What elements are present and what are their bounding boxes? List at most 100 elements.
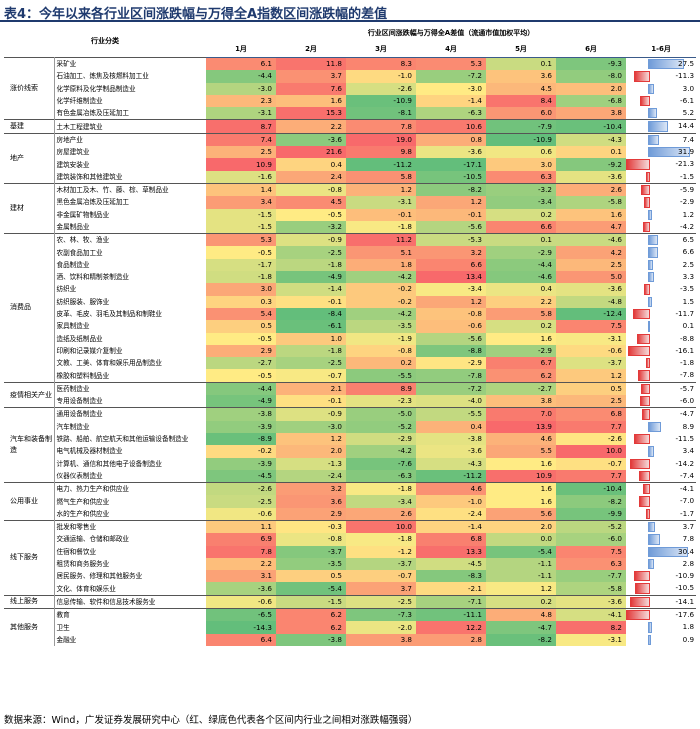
h1-bar-cell: -17.6 xyxy=(626,608,697,622)
month-value: 1.2 xyxy=(486,582,556,596)
h1-bar-cell: 3.0 xyxy=(626,83,696,95)
month-value: 6.0 xyxy=(486,107,556,120)
h1-bar-cell: 14.4 xyxy=(626,119,697,134)
month-value: 15.3 xyxy=(276,107,346,120)
h1-bar xyxy=(630,596,650,608)
month-value: -4.5 xyxy=(416,557,486,571)
h1-value: -11.3 xyxy=(675,71,695,81)
month-value: 0.2 xyxy=(486,594,556,609)
month-value: 1.6 xyxy=(276,94,346,108)
month-value: -4.2 xyxy=(346,307,416,321)
industry-name: 纺织业 xyxy=(56,285,77,294)
table-row: 印刷和记录媒介复制业 2.9 -1.8 -0.8 -8.8 -2.9 -0.6 -16.1 xyxy=(4,344,696,358)
month-value: 6.6 xyxy=(486,220,556,234)
month-value: 1.6 xyxy=(486,457,556,470)
table-row: 水的生产和供应业 -0.6 2.9 2.6 -2.4 5.6 -9.9 -1.7 xyxy=(4,507,696,521)
table-row: 计算机、通信和其他电子设备制造业 -3.9 -1.3 -7.6 -4.3 1.6 -0.7 -… xyxy=(4,457,696,470)
month-value: -1.0 xyxy=(346,70,416,83)
industry-name: 信息传输、软件和信息技术服务业 xyxy=(54,594,206,609)
month-value: 12.2 xyxy=(416,621,486,634)
h1-bar xyxy=(633,71,650,82)
month-value: 3.6 xyxy=(276,495,346,508)
h1-bar-cell: -11.7 xyxy=(626,308,696,320)
h1-value: -16.1 xyxy=(675,345,695,355)
table-row: 其他服务 教育 -6.5 6.2 -7.3 -11.1 4.8 -4.1 -17.6 xyxy=(4,608,697,646)
h1-value: 30.4 xyxy=(678,546,695,556)
month-value: -5.5 xyxy=(416,407,486,421)
month-value: -8.1 xyxy=(346,107,416,120)
month-value: 8.7 xyxy=(206,119,276,134)
h1-bar xyxy=(644,197,650,208)
month-value: 7.7 xyxy=(556,469,626,483)
month-value: -0.2 xyxy=(206,445,276,458)
h1-bar-cell: 1.8 xyxy=(626,621,696,633)
industry-name: 通用设备制造业 xyxy=(54,407,206,421)
table-row: 电气机械及器材制造业 -0.2 2.0 -4.2 -3.6 5.5 10.0 3.4 xyxy=(4,445,696,458)
table-row: 农副食品加工业 -0.5 -2.5 5.1 3.2 -2.9 4.2 6.6 xyxy=(4,246,696,259)
month-value: -4.9 xyxy=(206,395,276,408)
month-value: -0.2 xyxy=(346,283,416,296)
industry-name: 租赁和商务服务业 xyxy=(56,560,110,569)
h1-value: -14.2 xyxy=(675,458,695,468)
h1-bar-cell: 1.5 xyxy=(626,296,696,308)
month-value: -7.3 xyxy=(346,608,416,622)
month-value: 2.1 xyxy=(276,381,346,396)
month-value: -8.9 xyxy=(206,432,276,446)
month-value: -3.6 xyxy=(556,170,626,184)
month-value: -3.6 xyxy=(206,582,276,596)
h1-value: -7.8 xyxy=(680,370,695,380)
month-value: -3.1 xyxy=(556,332,626,345)
group-label: 线上服务 xyxy=(4,594,55,609)
industry-name: 石油加工、炼焦及核燃料加工业 xyxy=(56,72,149,81)
month-value: -8.4 xyxy=(276,307,346,321)
table-row: 文化、体育和娱乐业 -3.6 -5.4 3.7 -2.1 1.2 -5.8 -10.5 xyxy=(4,582,696,596)
month-value: 3.0 xyxy=(206,283,276,296)
industry-name: 房屋建筑业 xyxy=(56,148,90,157)
h1-bar xyxy=(643,284,650,295)
group-label: 其他服务 xyxy=(4,608,55,646)
month-value: -1.4 xyxy=(416,94,486,108)
month-value: -2.9 xyxy=(416,357,486,370)
month-value: 2.0 xyxy=(276,445,346,458)
industry-table: 行业分类 行业区间涨跌幅与万得全A差值（流通市值加权平均） 1月 2月 3月 4月 5月 6月… xyxy=(4,25,697,646)
industry-name: 建筑装饰和其他建筑业 xyxy=(56,172,123,181)
h1-bar-cell: 30.4 xyxy=(626,546,696,558)
h1-bar-cell: 3.4 xyxy=(626,445,696,457)
month-value: 5.8 xyxy=(346,170,416,184)
month-value: 6.8 xyxy=(556,407,626,421)
h1-value: 1.5 xyxy=(682,296,695,306)
h1-bar xyxy=(640,184,650,196)
month-value: -1.7 xyxy=(206,258,276,272)
month-value: 0.2 xyxy=(346,357,416,370)
table-row: 房屋建筑业 2.5 21.6 9.8 -3.6 0.6 0.1 31.9 xyxy=(4,146,696,159)
h1-value: -11.5 xyxy=(675,433,695,443)
month-value: -3.6 xyxy=(416,146,486,159)
industry-name: 计算机、通信和其他电子设备制造业 xyxy=(56,459,163,468)
h1-value: -4.1 xyxy=(680,484,695,494)
month-value: 3.8 xyxy=(486,395,556,408)
h1-bar xyxy=(626,159,650,170)
industry-name: 金融业 xyxy=(56,635,77,644)
month-value: 0.6 xyxy=(486,146,556,159)
month-value: 5.3 xyxy=(206,233,276,247)
h1-bar xyxy=(646,171,650,182)
table-row: 居民服务、修理和其他服务业 3.1 0.5 -0.7 -8.3 -1.1 -7.7 -10.9 xyxy=(4,570,696,583)
industry-name: 印刷和记录媒介复制业 xyxy=(56,346,123,355)
month-value: -0.6 xyxy=(556,344,626,358)
table-row: 皮革、毛皮、羽毛及其制品和制鞋业 5.4 -8.4 -4.2 -0.8 5.8 -12.4 -… xyxy=(4,307,696,321)
table-row: 卫生 -14.3 6.2 -2.0 12.2 -4.7 8.2 1.8 xyxy=(4,621,696,634)
industry-name: 采矿业 xyxy=(54,57,206,71)
month-value: -1.5 xyxy=(276,594,346,609)
table-row: 线上服务 信息传输、软件和信息技术服务业 -0.6 -1.5 -2.5 -7.1 0.2 -3… xyxy=(4,594,697,609)
month-value: 4.8 xyxy=(486,608,556,622)
h1-value: -6.0 xyxy=(680,396,695,406)
month-value: -3.2 xyxy=(486,182,556,197)
month-value: -10.9 xyxy=(486,132,556,147)
table-row: 建筑装饰和其他建筑业 -1.6 2.4 5.8 -10.5 6.3 -3.6 -1.5 xyxy=(4,170,696,184)
h1-value: 7.4 xyxy=(682,134,695,144)
month-value: -14.3 xyxy=(206,621,276,634)
month-value: -0.1 xyxy=(416,208,486,221)
industry-name: 住宿和餐饮业 xyxy=(56,547,97,556)
month-value: -4.6 xyxy=(556,233,626,247)
month-value: -8.8 xyxy=(416,344,486,358)
